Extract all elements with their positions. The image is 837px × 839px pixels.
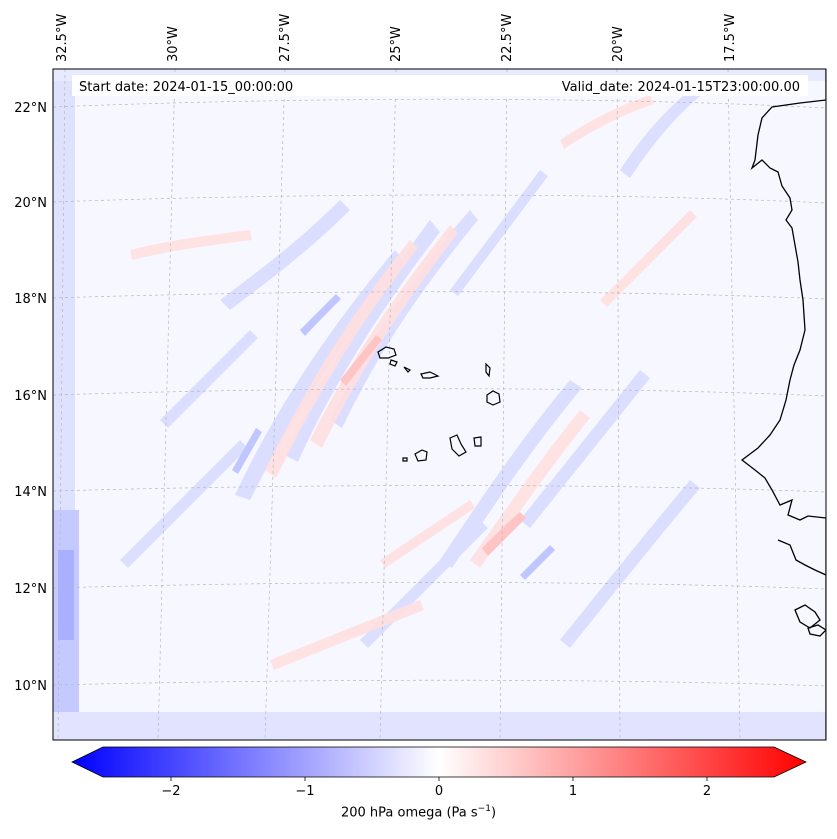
lon-label: 17.5°W bbox=[723, 14, 738, 62]
colorbar-tick: 0 bbox=[435, 784, 443, 799]
valid-date-label: Valid_date: 2024-01-15T23:00:00.00 bbox=[562, 80, 800, 95]
omega-field bbox=[53, 69, 826, 740]
lat-label: 22°N bbox=[14, 101, 47, 116]
latitude-labels: 22°N 20°N 18°N 16°N 14°N 12°N 10°N bbox=[14, 101, 47, 694]
lon-label: 25°W bbox=[389, 26, 404, 62]
coastline bbox=[740, 69, 826, 740]
lon-label: 30°W bbox=[166, 26, 181, 62]
gridlines bbox=[53, 69, 826, 740]
header-box bbox=[72, 75, 808, 96]
lon-label: 27.5°W bbox=[278, 14, 293, 62]
lon-label: 22.5°W bbox=[500, 14, 515, 62]
islands bbox=[377, 346, 501, 462]
colorbar-tick: −1 bbox=[295, 784, 314, 799]
colorbar-label: 200 hPa omega (Pa s−1) bbox=[340, 804, 497, 821]
lon-label: 20°W bbox=[611, 26, 626, 62]
colorbar-tick: 2 bbox=[703, 784, 711, 799]
longitude-labels: 32.5°W 30°W 27.5°W 25°W 22.5°W 20°W 17.5… bbox=[55, 14, 738, 62]
lat-label: 14°N bbox=[14, 485, 47, 500]
start-date-label: Start date: 2024-01-15_00:00:00 bbox=[79, 80, 293, 95]
lat-label: 16°N bbox=[14, 389, 47, 404]
lat-label: 12°N bbox=[14, 582, 47, 597]
colorbar-tick: −2 bbox=[161, 784, 180, 799]
lat-label: 20°N bbox=[14, 196, 47, 211]
colorbar: −2 −1 0 1 2 bbox=[71, 746, 807, 799]
colorbar-bar bbox=[71, 746, 807, 778]
lon-label: 32.5°W bbox=[55, 14, 70, 62]
lat-label: 18°N bbox=[14, 292, 47, 307]
map-frame bbox=[52, 68, 827, 741]
lat-label: 10°N bbox=[14, 679, 47, 694]
colorbar-tick: 1 bbox=[569, 784, 577, 799]
